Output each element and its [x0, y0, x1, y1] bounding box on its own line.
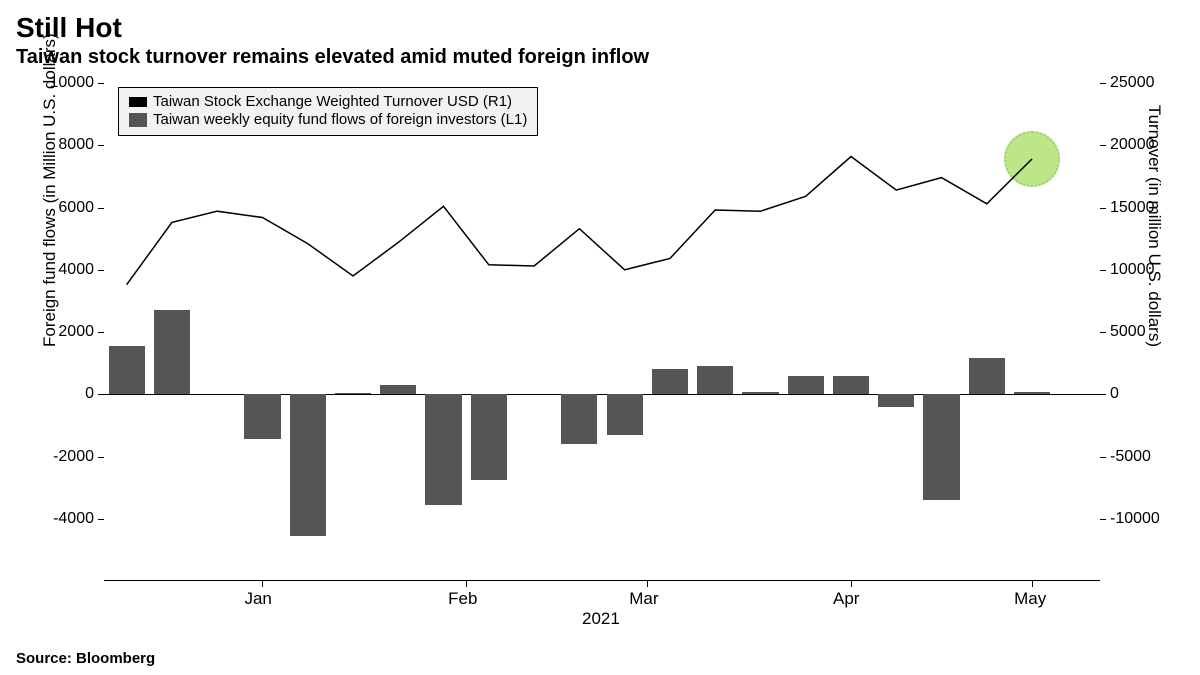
- x-tick-label: Feb: [448, 589, 477, 609]
- right-tick-label: -10000: [1110, 510, 1160, 528]
- turnover-line: [104, 83, 1100, 581]
- right-tick-label: 20000: [1110, 136, 1155, 154]
- left-tick-label: 4000: [58, 261, 94, 279]
- right-tick-label: 10000: [1110, 261, 1155, 279]
- legend: Taiwan Stock Exchange Weighted Turnover …: [118, 87, 538, 136]
- right-tick-mark: [1100, 145, 1106, 146]
- left-tick-label: 2000: [58, 323, 94, 341]
- right-tick-mark: [1100, 519, 1106, 520]
- left-tick-label: 8000: [58, 136, 94, 154]
- left-tick-label: 10000: [50, 74, 95, 92]
- source-attribution: Source: Bloomberg: [16, 650, 155, 667]
- x-tick-label: Apr: [833, 589, 859, 609]
- chart-container: Still Hot Taiwan stock turnover remains …: [0, 0, 1200, 675]
- left-tick-label: 6000: [58, 199, 94, 217]
- plot-region: 1000080006000400020000-2000-400025000200…: [104, 83, 1100, 581]
- x-tick-mark: [647, 581, 648, 587]
- chart-area: Foreign fund flows (in Million U.S. doll…: [16, 77, 1184, 637]
- legend-item: Taiwan weekly equity fund flows of forei…: [129, 111, 527, 128]
- right-tick-label: -5000: [1110, 448, 1151, 466]
- line-swatch-icon: [129, 97, 147, 107]
- chart-title: Still Hot: [16, 12, 1184, 44]
- right-tick-mark: [1100, 270, 1106, 271]
- right-tick-mark: [1100, 208, 1106, 209]
- chart-subtitle: Taiwan stock turnover remains elevated a…: [16, 46, 1184, 69]
- legend-label: Taiwan Stock Exchange Weighted Turnover …: [153, 93, 512, 110]
- left-tick-label: -4000: [53, 510, 94, 528]
- right-tick-mark: [1100, 332, 1106, 333]
- right-tick-label: 25000: [1110, 74, 1155, 92]
- legend-item: Taiwan Stock Exchange Weighted Turnover …: [129, 93, 527, 110]
- x-tick-label: May: [1014, 589, 1046, 609]
- x-tick-mark: [262, 581, 263, 587]
- x-tick-mark: [466, 581, 467, 587]
- left-tick-label: -2000: [53, 448, 94, 466]
- right-tick-label: 5000: [1110, 323, 1146, 341]
- right-tick-mark: [1100, 394, 1106, 395]
- x-tick-label: Jan: [244, 589, 271, 609]
- bar-swatch-icon: [129, 113, 147, 127]
- left-tick-label: 0: [85, 385, 94, 403]
- x-tick-mark: [1032, 581, 1033, 587]
- right-tick-mark: [1100, 457, 1106, 458]
- right-tick-mark: [1100, 83, 1106, 84]
- right-tick-label: 0: [1110, 385, 1119, 403]
- right-tick-label: 15000: [1110, 199, 1155, 217]
- x-axis-year: 2021: [582, 609, 620, 629]
- legend-label: Taiwan weekly equity fund flows of forei…: [153, 111, 527, 128]
- x-tick-mark: [851, 581, 852, 587]
- x-tick-label: Mar: [629, 589, 658, 609]
